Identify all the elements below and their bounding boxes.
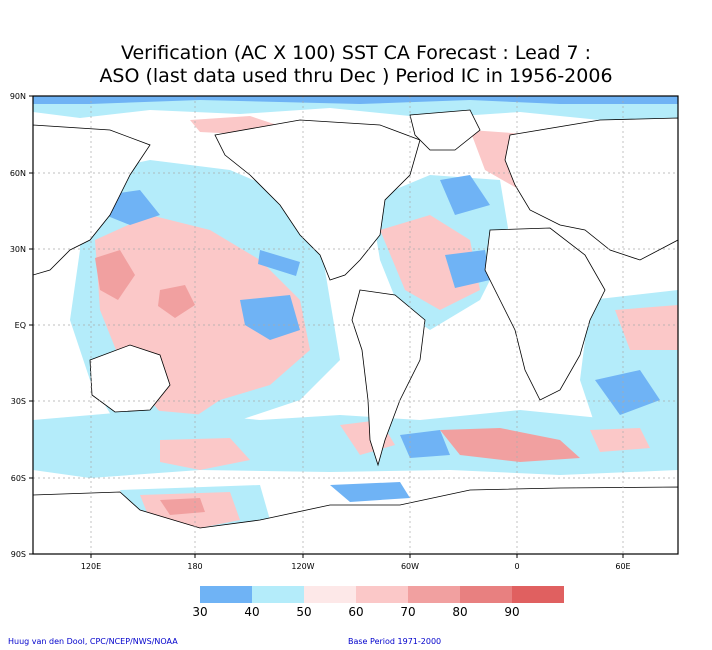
map-title-line-2: ASO (last data used thru Dec ) Period IC… — [99, 65, 613, 87]
legend-label-90: 90 — [504, 605, 520, 619]
south-america-land — [351, 289, 426, 467]
lat-label-eq: EQ — [15, 321, 26, 330]
pacific-blue-patch-2 — [240, 295, 300, 340]
latitude-ticks — [29, 95, 33, 555]
africa-land — [484, 227, 606, 401]
legend-swatch-6 — [460, 586, 512, 603]
longitude-labels: 120E 180 120W 60W 0 60E — [81, 562, 631, 571]
lat-label-30s: 30S — [11, 397, 26, 406]
asia-west-land — [33, 124, 151, 276]
longitude-ticks — [90, 554, 624, 558]
legend-label-30: 30 — [192, 605, 208, 619]
lon-label-120e: 120E — [81, 562, 101, 571]
legend-swatch-2 — [252, 586, 304, 603]
lon-label-120w: 120W — [291, 562, 314, 571]
legend-swatch-3 — [304, 586, 356, 603]
antarctic-red — [160, 498, 205, 515]
map-title-line-1: Verification (AC X 100) SST CA Forecast … — [120, 42, 592, 64]
lat-label-30n: 30N — [10, 245, 26, 254]
author-credit: Huug van den Dool, CPC/NCEP/NWS/NOAA — [8, 637, 178, 646]
pacific-red-patch — [95, 250, 135, 300]
southern-ocean-red — [440, 428, 580, 462]
lon-label-180: 180 — [187, 562, 202, 571]
southern-ocean-pink-2 — [160, 438, 250, 470]
eurasia-land — [504, 117, 678, 261]
southern-ocean-pink-3 — [590, 428, 650, 452]
pacific-blue-streak — [258, 250, 300, 276]
legend-swatch-4 — [356, 586, 408, 603]
arctic-cyan-band — [33, 96, 678, 128]
north-atlantic-blue — [440, 175, 490, 215]
lat-label-60n: 60N — [10, 169, 26, 178]
north-america-land — [214, 119, 421, 281]
pacific-red-patch-2 — [158, 285, 195, 318]
legend-label-80: 80 — [452, 605, 468, 619]
antarctic-blue — [330, 482, 410, 502]
legend-label-50: 50 — [296, 605, 312, 619]
indian-ocean-pink — [615, 305, 678, 350]
lat-label-60s: 60S — [11, 474, 26, 483]
legend-label-40: 40 — [244, 605, 260, 619]
lat-label-90n: 90N — [10, 92, 26, 101]
australia-land — [89, 344, 171, 413]
lon-label-60w: 60W — [401, 562, 419, 571]
indian-ocean-blue — [595, 370, 660, 415]
atlantic-blue-patch — [445, 250, 490, 288]
legend-swatch-1 — [200, 586, 252, 603]
southern-ocean-blue — [400, 430, 450, 458]
legend-label-60: 60 — [348, 605, 364, 619]
lon-label-60e: 60E — [615, 562, 630, 571]
legend-label-70: 70 — [400, 605, 416, 619]
color-legend-bar — [200, 586, 564, 603]
base-period-note: Base Period 1971-2000 — [348, 637, 442, 646]
lat-label-90s: 90S — [11, 550, 26, 559]
lon-label-0: 0 — [514, 562, 519, 571]
latitude-labels: 90N 60N 30N EQ 30S 60S 90S — [10, 92, 26, 559]
greenland-land — [409, 109, 481, 151]
legend-swatch-7 — [512, 586, 564, 603]
legend-swatch-5 — [408, 586, 460, 603]
map-gridlines — [33, 96, 678, 554]
pacific-blue-patch — [105, 190, 160, 225]
